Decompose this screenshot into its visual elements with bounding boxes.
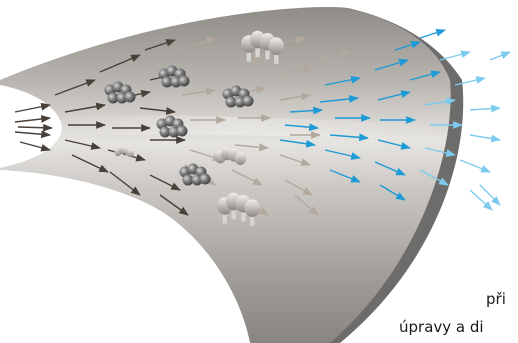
- flow-arrow-icon: [479, 184, 501, 206]
- flow-arrow-icon: [71, 154, 109, 173]
- flow-arrow-icon: [289, 106, 323, 115]
- flow-arrow-icon: [489, 51, 511, 61]
- particle-cluster-icon: [156, 115, 188, 138]
- flow-arrow-icon: [319, 95, 359, 103]
- caption-line-2: úpravy a di: [399, 318, 484, 336]
- particle-cluster-icon: [158, 65, 190, 88]
- flow-arrow-icon: [424, 147, 456, 157]
- flow-arrow-icon: [377, 90, 411, 101]
- fiber-cluster-icon: [241, 30, 284, 64]
- flow-arrow-icon: [19, 141, 51, 152]
- flow-arrow-icon: [231, 169, 263, 186]
- flow-arrow-icon: [419, 169, 449, 186]
- flow-arrow-icon: [179, 37, 216, 51]
- cone-shine: [40, 115, 450, 140]
- flow-arrow-icon: [394, 40, 421, 51]
- fiber-cluster-icon: [214, 147, 246, 172]
- flow-arrow-icon: [469, 134, 501, 143]
- particle-clusters: [104, 65, 254, 186]
- flow-arrow-icon: [409, 70, 441, 81]
- flow-arrow-icon: [279, 66, 313, 76]
- flow-arrows: [14, 28, 511, 216]
- flow-arrow-icon: [54, 79, 96, 96]
- flow-arrow-icon: [181, 87, 216, 96]
- flow-arrow-icon: [374, 161, 406, 176]
- flow-arrow-icon: [459, 159, 491, 173]
- flow-arrow-icon: [109, 171, 141, 196]
- flow-arrow-icon: [419, 28, 446, 39]
- flow-arrow-icon: [329, 169, 361, 183]
- flow-arrow-icon: [424, 97, 456, 106]
- particle-cluster-icon: [104, 81, 136, 104]
- flow-arrow-icon: [14, 102, 51, 113]
- flow-arrow-icon: [329, 133, 369, 142]
- flow-arrow-icon: [324, 75, 361, 86]
- flow-arrow-icon: [374, 58, 409, 71]
- flow-arrow-icon: [14, 130, 51, 139]
- flow-arrow-icon: [439, 50, 471, 61]
- flow-arrow-icon: [469, 104, 501, 113]
- flow-arrow-icon: [159, 194, 189, 216]
- caption-line-1: při: [486, 290, 506, 308]
- flow-arrow-icon: [294, 194, 319, 216]
- fiber-cluster-icon: [217, 192, 260, 226]
- particle-cluster-icon: [179, 163, 211, 186]
- flow-arrow-icon: [279, 154, 311, 166]
- flow-arrow-icon: [17, 123, 53, 132]
- flow-arrow-icon: [149, 174, 181, 191]
- flow-arrow-icon: [284, 179, 313, 196]
- flow-arrow-icon: [279, 92, 311, 101]
- flow-arrow-icon: [99, 54, 141, 73]
- flow-arrow-icon: [234, 143, 269, 152]
- flow-arrow-icon: [454, 76, 486, 86]
- flow-arrow-icon: [139, 107, 176, 115]
- flow-arrow-icon: [279, 139, 316, 148]
- flow-arrow-icon: [144, 39, 176, 51]
- flow-arrow-icon: [379, 184, 406, 201]
- fiber-clusters: [114, 30, 284, 226]
- flow-arrow-icon: [229, 56, 263, 66]
- flow-arrow-icon: [319, 49, 351, 59]
- particle-cluster-icon: [222, 85, 254, 108]
- flow-arrow-icon: [14, 115, 51, 123]
- flow-arrow-icon: [377, 139, 411, 150]
- flow-arrow-icon: [324, 149, 361, 160]
- fiber-cluster-icon: [114, 146, 134, 161]
- flow-arrow-icon: [284, 123, 319, 132]
- flow-arrow-icon: [64, 102, 106, 113]
- flow-arrow-icon: [64, 139, 101, 150]
- flow-arrow-icon: [469, 189, 493, 211]
